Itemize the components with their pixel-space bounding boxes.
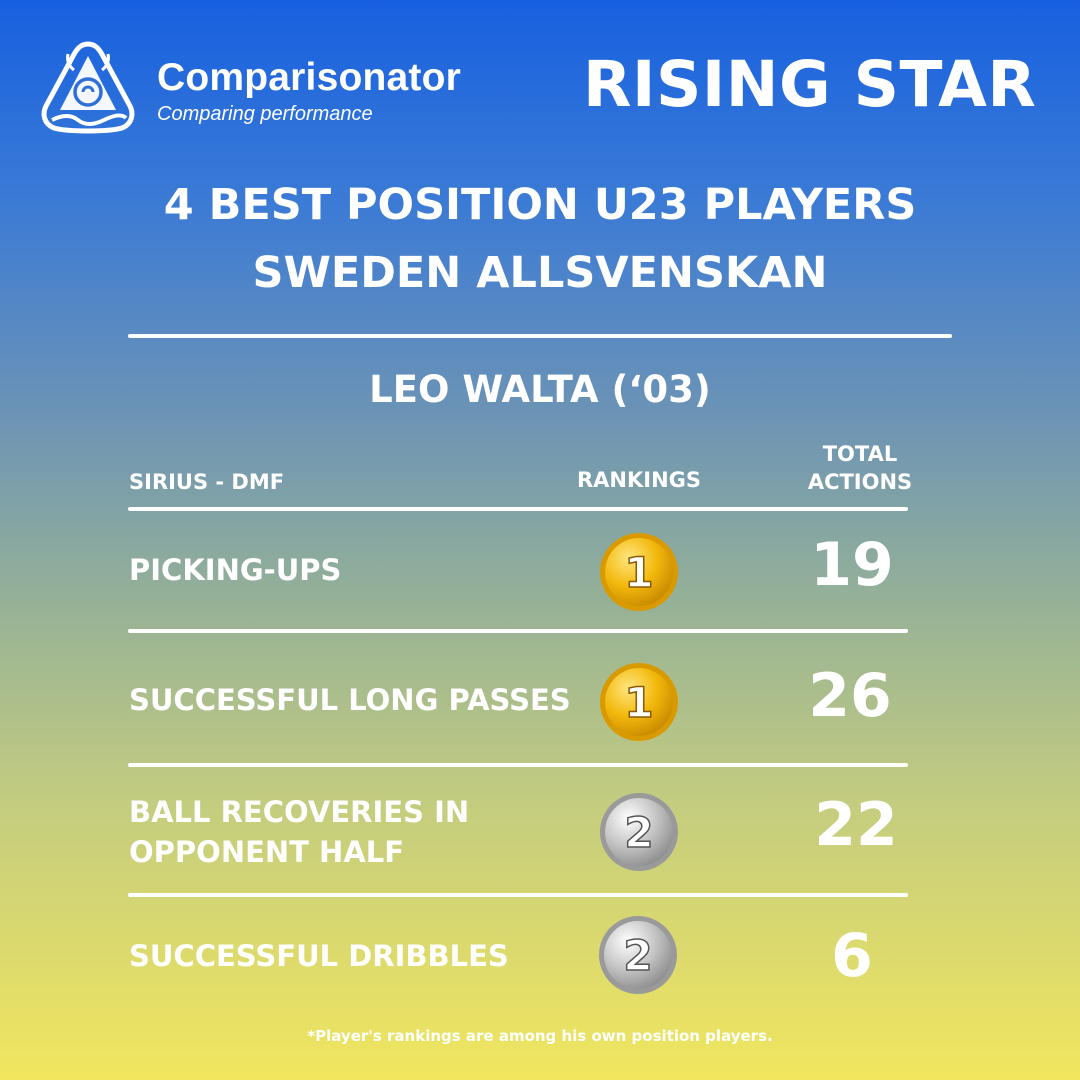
row-divider xyxy=(128,507,908,511)
metric-label: SUCCESSFUL LONG PASSES xyxy=(129,683,571,717)
row-divider xyxy=(128,893,908,897)
metric-label-line-2: OPPONENT HALF xyxy=(129,835,405,869)
medal-rank: 1 xyxy=(624,548,653,597)
gold-medal-icon: 1 xyxy=(600,533,678,611)
comparisonator-logo-icon xyxy=(41,41,135,134)
header-divider xyxy=(128,334,952,338)
row-divider xyxy=(128,763,908,767)
player-name: LEO WALTA (‘03) xyxy=(369,368,711,411)
gold-medal-icon: 1 xyxy=(600,663,678,741)
total-actions-value: 6 xyxy=(831,921,873,991)
club-position-label: SIRIUS - DMF xyxy=(129,470,285,494)
total-header-line-2: ACTIONS xyxy=(807,470,913,494)
silver-medal-icon: 2 xyxy=(599,916,677,994)
brand-tagline: Comparing performance xyxy=(157,103,373,125)
metric-label: SUCCESSFUL DRIBBLES xyxy=(129,939,509,973)
metric-label-line-1: BALL RECOVERIES IN xyxy=(129,795,470,829)
medal-rank: 2 xyxy=(624,808,653,857)
rankings-header: RANKINGS xyxy=(577,468,702,492)
total-actions-value: 19 xyxy=(810,530,894,600)
total-actions-header: TOTAL ACTIONS xyxy=(806,440,914,496)
headline-line-2: SWEDEN ALLSVENSKAN xyxy=(252,248,828,298)
total-actions-value: 22 xyxy=(814,790,898,860)
metric-label: PICKING-UPS xyxy=(129,553,342,587)
silver-medal-icon: 2 xyxy=(600,793,678,871)
brand-name: Comparisonator xyxy=(157,56,462,99)
footnote: *Player's rankings are among his own pos… xyxy=(307,1027,773,1045)
medal-rank: 2 xyxy=(623,931,652,980)
total-actions-value: 26 xyxy=(808,661,892,731)
row-divider xyxy=(128,629,908,633)
metric-label: BALL RECOVERIES IN OPPONENT HALF xyxy=(129,792,469,872)
total-header-line-1: TOTAL xyxy=(822,442,898,466)
headline-line-1: 4 BEST POSITION U23 PLAYERS xyxy=(163,180,917,230)
rising-star-title: RISING STAR xyxy=(583,48,1037,121)
medal-rank: 1 xyxy=(624,678,653,727)
